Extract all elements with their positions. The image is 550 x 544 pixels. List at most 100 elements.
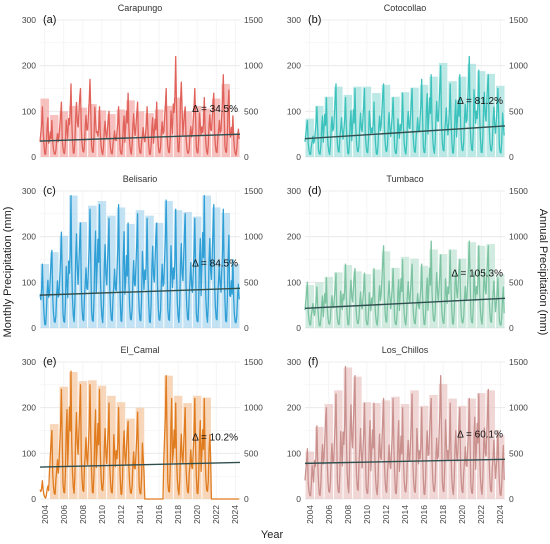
annual-bar bbox=[230, 133, 240, 157]
annual-bar bbox=[107, 395, 116, 499]
annual-bar bbox=[154, 222, 164, 328]
x-tick-label: 2020 bbox=[457, 505, 467, 524]
annual-bar bbox=[145, 113, 154, 157]
annual-bar bbox=[391, 267, 400, 328]
annual-bar bbox=[353, 86, 362, 157]
x-tick-label: 2008 bbox=[343, 505, 353, 524]
annual-bar bbox=[334, 272, 343, 328]
right-tick-label: 0 bbox=[244, 152, 249, 162]
annual-bar bbox=[50, 114, 59, 157]
annual-bar bbox=[438, 62, 448, 157]
left-tick-label: 0 bbox=[31, 323, 36, 333]
delta-label: Δ = 10.2% bbox=[192, 432, 238, 443]
trend-line bbox=[304, 125, 506, 140]
annual-bar bbox=[495, 435, 505, 499]
left-tick-label: 200 bbox=[287, 61, 301, 71]
annual-bar bbox=[315, 105, 324, 157]
x-axis-label: Year bbox=[261, 529, 284, 541]
annual-bar bbox=[362, 402, 372, 499]
right-tick-label: 1500 bbox=[244, 357, 263, 367]
panel-cotocollao: 0 100 200 300 0 500 1000 1500 Cotocollao (b) Δ = 8… bbox=[287, 3, 528, 162]
x-tick-label: 2006 bbox=[59, 505, 69, 524]
panel-title: Tumbaco bbox=[386, 174, 423, 184]
annual-bar bbox=[467, 242, 476, 328]
right-tick-label: 1500 bbox=[509, 357, 528, 367]
annual-bar bbox=[107, 114, 116, 157]
x-tick-label: 2008 bbox=[78, 505, 88, 524]
panel-title: Carapungo bbox=[118, 3, 163, 13]
x-tick-label: 2012 bbox=[381, 505, 391, 524]
annual-bar bbox=[173, 395, 183, 499]
left-tick-label: 300 bbox=[287, 186, 301, 196]
left-tick-label: 300 bbox=[22, 15, 36, 25]
annual-bar bbox=[438, 254, 448, 328]
annual-bar bbox=[164, 105, 173, 157]
annual-bar bbox=[192, 105, 202, 157]
annual-bar bbox=[88, 380, 97, 499]
left-tick-label: 0 bbox=[296, 152, 301, 162]
annual-bar bbox=[315, 282, 324, 328]
annual-bar bbox=[107, 215, 116, 328]
annual-bar bbox=[334, 86, 343, 157]
annual-bar bbox=[476, 245, 486, 328]
monthly-line bbox=[304, 55, 505, 156]
annual-bar bbox=[476, 71, 486, 157]
right-tick-label: 1500 bbox=[509, 15, 528, 25]
annual-bar bbox=[97, 201, 107, 328]
trend-line bbox=[304, 458, 506, 465]
left-tick-label: 300 bbox=[287, 15, 301, 25]
annual-bar bbox=[135, 111, 145, 157]
annual-bar bbox=[324, 404, 334, 499]
left-tick-label: 300 bbox=[22, 357, 36, 367]
annual-bar bbox=[116, 402, 126, 499]
left-tick-label: 100 bbox=[22, 277, 36, 287]
annual-bar bbox=[400, 92, 410, 157]
trend-line bbox=[39, 133, 241, 142]
annual-bar bbox=[429, 249, 438, 328]
annual-bar bbox=[353, 376, 362, 499]
annual-bar bbox=[183, 212, 192, 328]
annual-bar bbox=[173, 210, 183, 328]
annual-bar bbox=[164, 201, 173, 328]
x-tick-label: 2014 bbox=[135, 505, 145, 524]
annual-bar bbox=[467, 398, 476, 499]
annual-bar bbox=[334, 390, 343, 499]
annual-bar bbox=[78, 222, 88, 328]
annual-bar bbox=[183, 111, 192, 157]
annual-bar bbox=[69, 105, 78, 157]
right-tick-label: 0 bbox=[509, 494, 514, 504]
annual-bar bbox=[486, 243, 495, 328]
annual-bar bbox=[202, 397, 211, 499]
left-tick-label: 200 bbox=[287, 403, 301, 413]
left-tick-label: 0 bbox=[296, 494, 301, 504]
right-tick-label: 500 bbox=[244, 106, 258, 116]
left-tick-label: 100 bbox=[287, 277, 301, 287]
annual-bar bbox=[391, 396, 400, 499]
delta-label: Δ = 34.5% bbox=[192, 104, 238, 115]
right-tick-label: 1000 bbox=[509, 232, 528, 242]
right-tick-label: 1000 bbox=[244, 61, 263, 71]
x-tick-label: 2012 bbox=[116, 505, 126, 524]
annual-bar bbox=[211, 207, 221, 328]
monthly-line bbox=[39, 55, 240, 156]
monthly-line bbox=[304, 365, 505, 497]
annual-bar bbox=[59, 111, 69, 157]
annual-bar bbox=[457, 76, 467, 157]
delta-label: Δ = 60.1% bbox=[457, 429, 503, 440]
right-tick-label: 1500 bbox=[244, 186, 263, 196]
annual-bar bbox=[211, 98, 221, 157]
annual-bar bbox=[410, 390, 419, 499]
annual-bar bbox=[476, 393, 486, 499]
annual-bar bbox=[410, 258, 419, 328]
annual-bar bbox=[391, 96, 400, 157]
right-tick-label: 1500 bbox=[509, 186, 528, 196]
annual-bar bbox=[448, 81, 457, 157]
annual-bar bbox=[154, 109, 164, 157]
annual-bar bbox=[202, 195, 211, 328]
right-tick-label: 0 bbox=[244, 323, 249, 333]
annual-bar bbox=[429, 394, 438, 499]
monthly-line bbox=[39, 194, 240, 326]
right-tick-label: 1000 bbox=[244, 403, 263, 413]
annual-bar bbox=[372, 269, 381, 328]
